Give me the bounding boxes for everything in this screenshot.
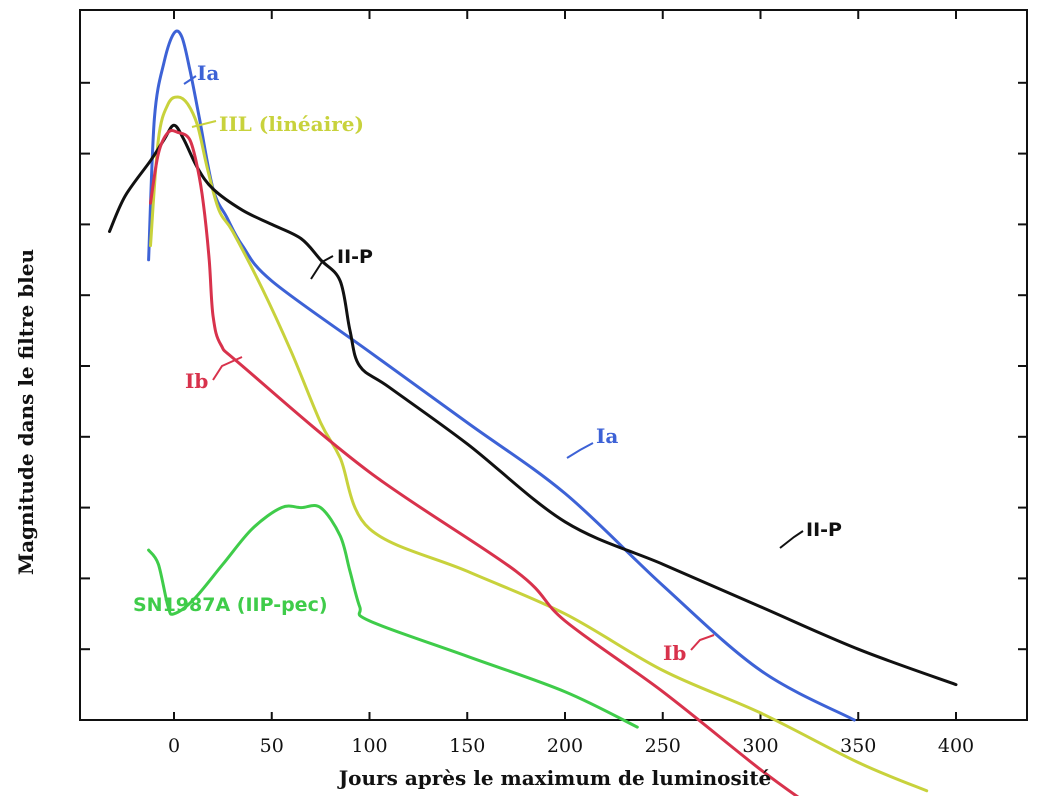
x-tick-label-300: 300: [742, 735, 778, 757]
label-iip-2: II-P: [806, 519, 842, 541]
x-tick-label-200: 200: [547, 735, 583, 757]
label-iip-1: II-P: [337, 246, 373, 268]
series-line-3: [149, 129, 800, 796]
label-sn1987a: SN1987A (IIP-pec): [133, 594, 328, 616]
x-axis-ticks: [173, 10, 957, 720]
label-ia-top: Ia: [197, 61, 219, 85]
x-tick-label-100: 100: [351, 735, 387, 757]
label-leaders: [183, 75, 804, 651]
leader-iip-2: [779, 530, 804, 549]
leader-iip-1: [310, 255, 334, 280]
x-axis-title: Jours après le maximum de luminosité: [337, 766, 772, 790]
x-tick-label-350: 350: [840, 735, 876, 757]
leader-ib-left: [212, 356, 243, 381]
series-line-1: [149, 95, 929, 793]
series-line-2: [108, 123, 958, 687]
y-axis-title: Magnitude dans le filtre bleu: [14, 249, 38, 575]
x-tick-label-50: 50: [260, 735, 284, 757]
series-lines: [108, 29, 958, 796]
x-axis-tick-labels: 0 50 100 150 200 250 300 350 400: [168, 735, 974, 757]
leader-iil: [191, 120, 217, 128]
label-ia-right: Ia: [596, 424, 618, 448]
leader-ib-bottom: [690, 634, 715, 651]
x-tick-label-400: 400: [938, 735, 974, 757]
label-iil: IIL (linéaire): [219, 112, 364, 136]
y-axis-ticks: [80, 81, 1027, 651]
x-tick-label-250: 250: [645, 735, 681, 757]
label-ib-bottom: Ib: [663, 641, 686, 665]
label-ib-left: Ib: [185, 369, 208, 393]
x-tick-label-150: 150: [449, 735, 485, 757]
x-tick-label-0: 0: [168, 735, 180, 757]
leader-ia-top: [183, 75, 197, 85]
series-line-4: [147, 504, 639, 729]
leader-ia-right: [566, 442, 594, 459]
